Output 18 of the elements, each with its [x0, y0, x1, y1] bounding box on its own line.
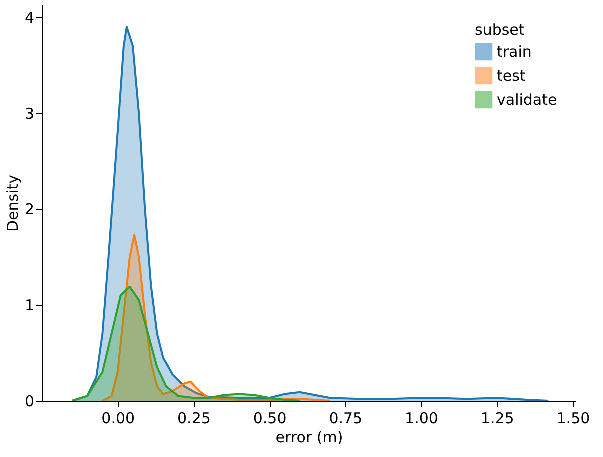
x-tick-label: 1.25	[480, 410, 514, 428]
legend-label: test	[497, 67, 526, 85]
x-tick-label: 0.00	[102, 410, 136, 428]
y-tick-label: 0	[24, 392, 34, 410]
x-tick-label: 1.00	[405, 410, 438, 428]
legend-label: validate	[497, 91, 558, 109]
y-tick-label: 1	[24, 296, 34, 315]
y-tick-label: 2	[24, 200, 34, 219]
y-tick-label: 4	[24, 8, 34, 27]
legend-title: subset	[475, 21, 525, 39]
x-tick-label: 0.50	[253, 410, 287, 428]
legend-label: train	[497, 43, 532, 61]
y-tick-label: 3	[24, 104, 34, 123]
x-axis-title: error (m)	[276, 428, 344, 446]
x-tick-label: 1.50	[556, 410, 590, 428]
y-axis-title: Density	[4, 174, 22, 232]
x-tick-label: 0.75	[329, 410, 363, 428]
x-tick-label: 0.25	[178, 410, 211, 428]
